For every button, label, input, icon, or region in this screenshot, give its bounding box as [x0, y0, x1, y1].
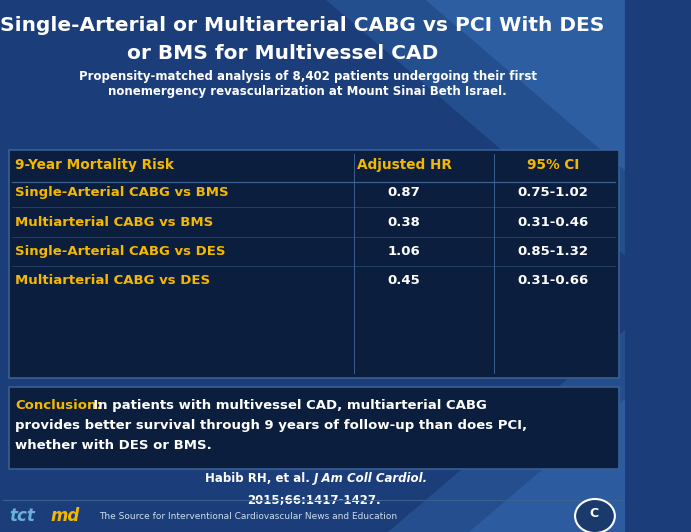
Text: Single-Arterial CABG vs DES: Single-Arterial CABG vs DES — [15, 245, 226, 258]
Text: 0.87: 0.87 — [388, 186, 420, 199]
Text: Single-Arterial or Multiarterial CABG vs PCI With DES: Single-Arterial or Multiarterial CABG vs… — [0, 16, 604, 35]
Text: provides better survival through 9 years of follow-up than does PCI,: provides better survival through 9 years… — [15, 419, 527, 432]
Text: 0.75-1.02: 0.75-1.02 — [518, 186, 589, 199]
Text: In patients with multivessel CAD, multiarterial CABG: In patients with multivessel CAD, multia… — [84, 399, 486, 412]
Text: md: md — [50, 507, 80, 525]
Polygon shape — [426, 0, 625, 170]
Text: Adjusted HR: Adjusted HR — [357, 158, 451, 172]
Text: Propensity-matched analysis of 8,402 patients undergoing their first: Propensity-matched analysis of 8,402 pat… — [79, 70, 536, 83]
Text: 0.85-1.32: 0.85-1.32 — [518, 245, 589, 258]
Text: 2015;66:1417-1427.: 2015;66:1417-1427. — [247, 494, 381, 506]
Text: Multiarterial CABG vs BMS: Multiarterial CABG vs BMS — [15, 216, 214, 229]
Text: 0.38: 0.38 — [388, 216, 420, 229]
Text: Habib RH, et al.: Habib RH, et al. — [205, 472, 314, 485]
Circle shape — [575, 499, 615, 532]
Polygon shape — [469, 399, 625, 532]
Text: whether with DES or BMS.: whether with DES or BMS. — [15, 439, 212, 452]
FancyBboxPatch shape — [9, 150, 618, 378]
Polygon shape — [326, 0, 625, 255]
Text: or BMS for Multivessel CAD: or BMS for Multivessel CAD — [127, 44, 438, 63]
FancyBboxPatch shape — [9, 387, 618, 469]
Text: nonemergency revascularization at Mount Sinai Beth Israel.: nonemergency revascularization at Mount … — [108, 85, 507, 98]
Polygon shape — [388, 330, 625, 532]
Text: Multiarterial CABG vs DES: Multiarterial CABG vs DES — [15, 275, 210, 287]
Text: 95% CI: 95% CI — [527, 158, 580, 172]
Text: Conclusion:: Conclusion: — [15, 399, 102, 412]
Text: 0.45: 0.45 — [388, 275, 420, 287]
Text: The Source for Interventional Cardiovascular News and Education: The Source for Interventional Cardiovasc… — [99, 512, 397, 520]
Text: Single-Arterial CABG vs BMS: Single-Arterial CABG vs BMS — [15, 186, 229, 199]
Text: tct: tct — [9, 507, 35, 525]
Text: 1.06: 1.06 — [388, 245, 420, 258]
Text: C: C — [589, 508, 598, 520]
Text: 9-Year Mortality Risk: 9-Year Mortality Risk — [15, 158, 174, 172]
Text: 0.31-0.46: 0.31-0.46 — [518, 216, 589, 229]
Text: 0.31-0.66: 0.31-0.66 — [518, 275, 589, 287]
Text: J Am Coll Cardiol.: J Am Coll Cardiol. — [314, 472, 428, 485]
